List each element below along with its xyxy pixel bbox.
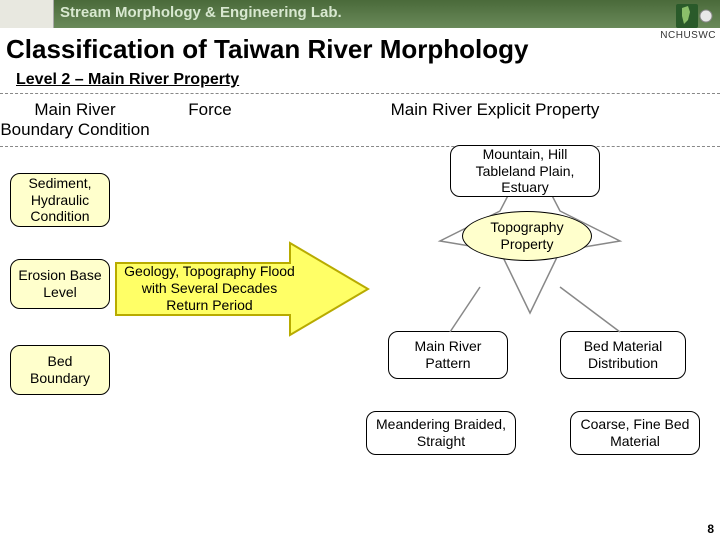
col-header-force: Force [150, 100, 270, 140]
lab-name: Stream Morphology & Engineering Lab. [60, 4, 342, 21]
corner-label: NCHUSWC [660, 30, 716, 41]
box-bed: Bed Boundary [10, 345, 110, 395]
page-title: Classification of Taiwan River Morpholog… [0, 28, 720, 69]
force-arrow: Geology, Topography Flood with Several D… [112, 239, 372, 339]
arrow-text: Geology, Topography Flood with Several D… [122, 263, 297, 313]
subtitle: Level 2 – Main River Property [0, 69, 720, 93]
box-erosion: Erosion Base Level [10, 259, 110, 309]
connector-lines-icon [380, 277, 700, 347]
diagram-area: Sediment, Hydraulic Condition Erosion Ba… [0, 147, 720, 517]
box-mountain: Mountain, Hill Tableland Plain, Estuary [450, 145, 600, 197]
col-header-boundary: Main River Boundary Condition [0, 100, 150, 140]
taiwan-logo-icon [674, 2, 714, 30]
page-number: 8 [707, 522, 714, 536]
col-header-explicit: Main River Explicit Property [270, 100, 720, 140]
box-sediment: Sediment, Hydraulic Condition [10, 173, 110, 227]
column-headers: Main River Boundary Condition Force Main… [0, 94, 720, 146]
box-meander: Meandering Braided, Straight [366, 411, 516, 455]
header-logo-box [0, 0, 54, 28]
header-bar: Stream Morphology & Engineering Lab. [0, 0, 720, 28]
oval-topography: Topography Property [462, 211, 592, 261]
box-coarse: Coarse, Fine Bed Material [570, 411, 700, 455]
